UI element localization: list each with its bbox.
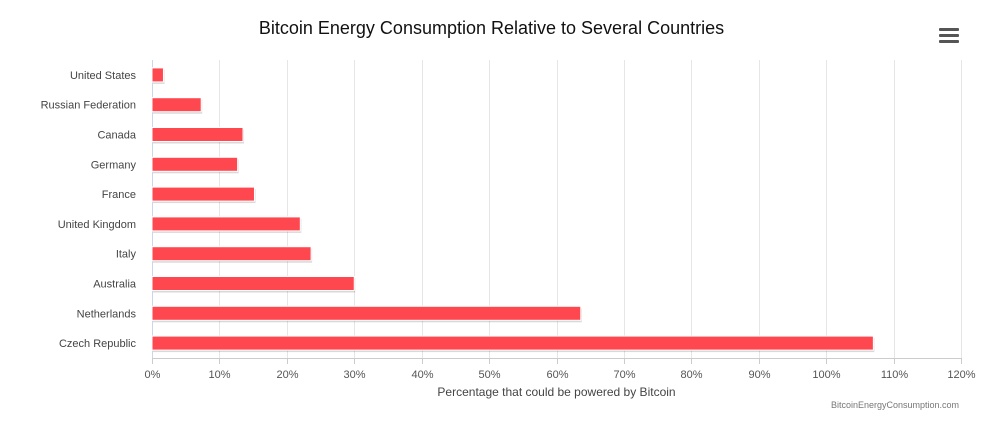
x-tick-label: 120% [947, 369, 975, 381]
x-tick-label: 80% [680, 369, 702, 381]
x-tick-label: 40% [411, 369, 433, 381]
credit-link[interactable]: BitcoinEnergyConsumption.com [830, 400, 959, 410]
y-tick-label: Australia [93, 279, 137, 291]
y-tick-label: Netherlands [77, 308, 137, 320]
x-tick-label: 60% [546, 369, 568, 381]
bar[interactable] [151, 156, 239, 172]
x-tick-label: 90% [748, 369, 770, 381]
bar-series [151, 67, 875, 353]
bar[interactable] [151, 305, 582, 321]
bar[interactable] [151, 276, 355, 291]
y-tick-label: Russian Federation [41, 100, 136, 112]
hamburger-menu-icon[interactable] [936, 25, 962, 47]
y-axis-labels: United States Russian Federation Canada Ger… [41, 70, 137, 350]
y-tick-label: Italy [116, 249, 137, 261]
x-tick-label: 0% [145, 369, 161, 381]
x-tick-label: 10% [208, 369, 230, 381]
x-tick-label: 30% [343, 369, 365, 381]
bar[interactable] [151, 97, 202, 113]
x-axis-labels: 0% 10% 20% 30% 40% 50% 60% 70% 80% 90% 100% 110% 120… [145, 369, 976, 381]
y-tick-label: United States [70, 70, 137, 82]
y-tick-label: Canada [97, 130, 136, 142]
x-tick-label: 70% [613, 369, 635, 381]
y-tick-label: United Kingdom [58, 219, 136, 231]
x-axis-title: Percentage that could be powered by Bitc… [437, 385, 675, 399]
bar[interactable] [151, 127, 244, 142]
bar[interactable] [151, 67, 164, 83]
bar[interactable] [151, 216, 301, 232]
y-tick-label: France [102, 189, 136, 201]
x-tick-label: 50% [478, 369, 500, 381]
bar[interactable] [151, 186, 255, 202]
bar[interactable] [151, 246, 312, 262]
x-tick-label: 20% [276, 369, 298, 381]
bar[interactable] [151, 335, 874, 351]
y-tick-label: Czech Republic [59, 338, 137, 350]
x-tick-label: 100% [812, 369, 840, 381]
y-tick-label: Germany [91, 159, 137, 171]
x-tick-label: 110% [881, 369, 909, 381]
chart-title: Bitcoin Energy Consumption Relative to S… [258, 18, 725, 38]
